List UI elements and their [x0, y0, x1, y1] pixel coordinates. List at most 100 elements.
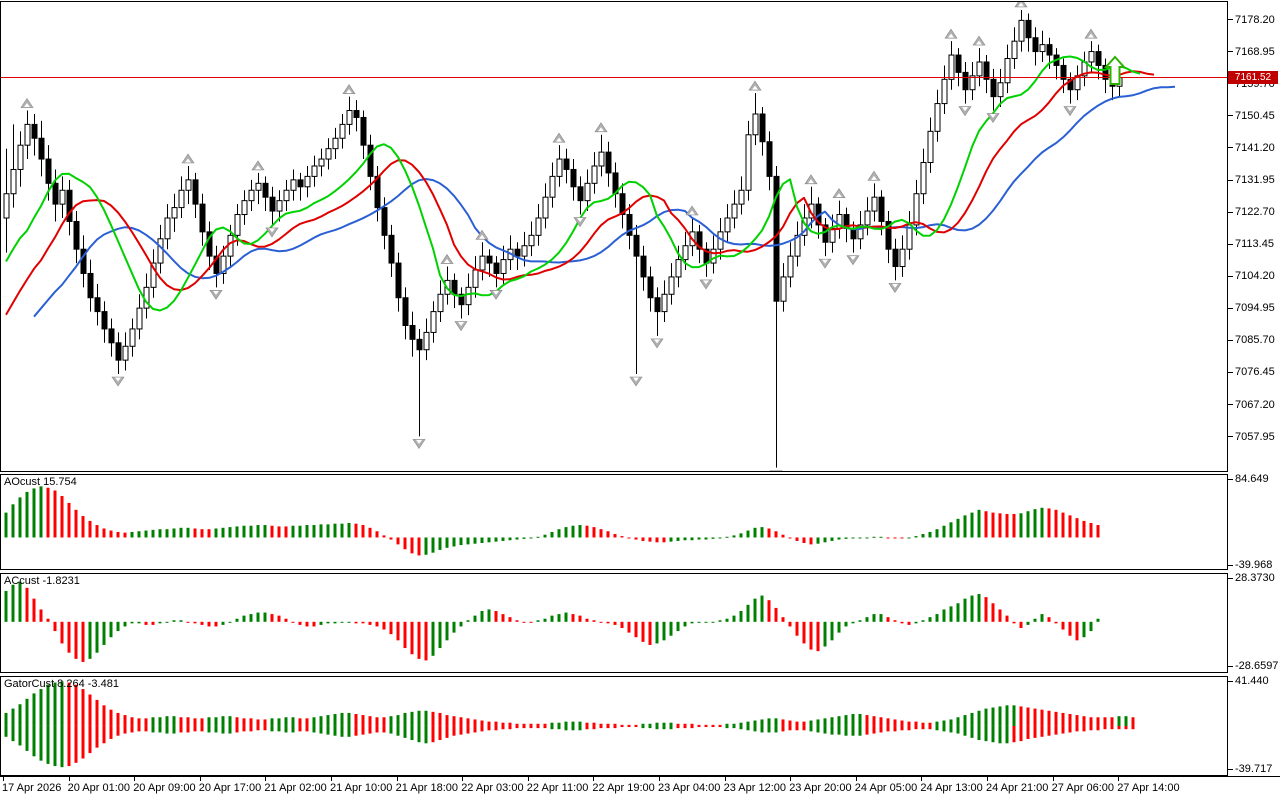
price-tick [1228, 179, 1233, 181]
time-tick [1052, 777, 1054, 781]
indicator-scale-label: 41.440 [1235, 675, 1269, 687]
price-tick [1228, 147, 1233, 149]
price-tick [1228, 275, 1233, 277]
indicator-scale-label: 28.3730 [1235, 572, 1275, 584]
time-tick [724, 777, 726, 781]
price-tick-label: 7141.20 [1235, 141, 1275, 154]
ac-indicator-panel[interactable] [0, 573, 1228, 673]
price-axis[interactable]: 7178.20 7168.95 7159.70 7150.45 7141.20 7131.… [1228, 0, 1280, 776]
time-tick [331, 777, 332, 781]
time-tick [1118, 777, 1120, 781]
alligator-teeth-line [5, 70, 1155, 316]
ac-canvas [4, 581, 1100, 662]
gator-upper-histogram [4, 681, 1135, 726]
time-label: 21 Apr 10:00 [330, 782, 393, 794]
time-tick [527, 777, 529, 781]
time-tick [68, 777, 70, 781]
time-tick [396, 777, 398, 781]
price-tick [1228, 436, 1233, 438]
time-tick [855, 777, 857, 781]
time-label: 22 Apr 11:00 [526, 782, 589, 794]
time-label: 23 Apr 12:00 [723, 782, 786, 794]
indicator-scale-label: -39.717 [1235, 763, 1273, 776]
time-label: 24 Apr 13:00 [920, 782, 983, 794]
main-chart-panel[interactable] [0, 1, 1228, 472]
time-tick [3, 777, 4, 781]
time-tick [265, 777, 267, 781]
indicator-scale-label: -28.6597 [1235, 660, 1279, 673]
time-label: 24 Apr 05:00 [854, 782, 918, 794]
time-tick [790, 777, 792, 781]
time-tick [462, 777, 464, 781]
time-label: 27 Apr 06:00 [1051, 782, 1114, 794]
price-tick-label: 7131.95 [1235, 174, 1275, 187]
time-label: 21 Apr 02:00 [264, 782, 327, 794]
time-label: 20 Apr 17:00 [198, 782, 262, 794]
indicator-scale-tick [1228, 680, 1233, 682]
price-tick-label: 7168.95 [1235, 45, 1275, 58]
price-tick-label: 7122.70 [1235, 206, 1275, 219]
time-tick [921, 777, 923, 781]
gator-canvas [4, 681, 1135, 768]
fractals-group [20, 2, 1098, 471]
indicator-scale-tick [1228, 665, 1233, 667]
indicator-scale-tick [1228, 577, 1233, 579]
time-tick [987, 777, 988, 781]
ao-indicator-label: AOcust 15.754 [4, 476, 77, 488]
time-label: 23 Apr 04:00 [658, 782, 721, 794]
time-label: 20 Apr 09:00 [133, 782, 196, 794]
price-tick [1228, 19, 1233, 21]
price-tick-label: 7094.95 [1235, 302, 1275, 315]
price-tick-label: 7113.45 [1235, 238, 1274, 251]
buy-arrow-icon[interactable] [1103, 55, 1127, 85]
ao-canvas [4, 486, 1100, 556]
price-tick [1228, 243, 1233, 245]
price-tick [1228, 51, 1233, 53]
alligator-lips-line [5, 55, 1141, 312]
price-tick [1228, 83, 1233, 85]
price-tick [1228, 404, 1233, 406]
time-label: 22 Apr 03:00 [461, 782, 524, 794]
price-tick-label: 7085.70 [1235, 334, 1275, 347]
indicator-scale-label: -39.968 [1235, 559, 1273, 572]
price-tick-label: 7178.20 [1235, 13, 1275, 26]
time-label: 17 Apr 2026 [2, 782, 62, 794]
indicator-scale-tick [1228, 564, 1233, 566]
price-tick-label: 7057.95 [1235, 430, 1275, 443]
time-tick [134, 777, 136, 781]
time-tick [593, 777, 595, 781]
time-label: 22 Apr 19:00 [592, 782, 655, 794]
price-tick [1228, 115, 1233, 117]
gator-indicator-panel[interactable] [0, 676, 1228, 776]
price-tick [1228, 307, 1233, 309]
time-label: 20 Apr 01:00 [67, 782, 130, 794]
bid-price-badge: 7161.52 [1228, 70, 1278, 84]
alligator-jaw-line [33, 85, 1176, 318]
gator-indicator-label: GatorCust 8.264 -3.481 [4, 678, 119, 690]
time-label: 24 Apr 21:00 [986, 782, 1049, 794]
time-axis[interactable]: 17 Apr 2026 20 Apr 01:00 20 Apr 09:00 20 Ap… [0, 776, 1280, 800]
ac-histogram [4, 581, 1100, 662]
price-tick [1228, 211, 1233, 213]
time-tick [199, 777, 201, 781]
ac-indicator-label: ACcust -1.8231 [4, 575, 80, 587]
time-tick [659, 777, 660, 781]
time-label: 21 Apr 18:00 [395, 782, 458, 794]
indicator-scale-tick [1228, 768, 1233, 770]
price-tick [1228, 371, 1233, 373]
price-tick-label: 7150.45 [1235, 109, 1275, 122]
price-tick-label: 7076.45 [1235, 366, 1275, 379]
price-tick [1228, 339, 1233, 341]
gator-lower-histogram [4, 725, 1135, 768]
indicator-scale-label: 84.649 [1235, 473, 1269, 485]
time-label: 27 Apr 14:00 [1117, 782, 1180, 794]
indicator-scale-tick [1228, 478, 1233, 480]
main-chart-canvas [1, 2, 1227, 471]
price-tick-label: 7104.20 [1235, 270, 1275, 283]
price-tick-label: 7067.20 [1235, 398, 1275, 411]
time-label: 23 Apr 20:00 [789, 782, 852, 794]
ao-histogram [4, 486, 1100, 556]
candles-group [3, 9, 1123, 468]
ao-indicator-panel[interactable] [0, 474, 1228, 570]
